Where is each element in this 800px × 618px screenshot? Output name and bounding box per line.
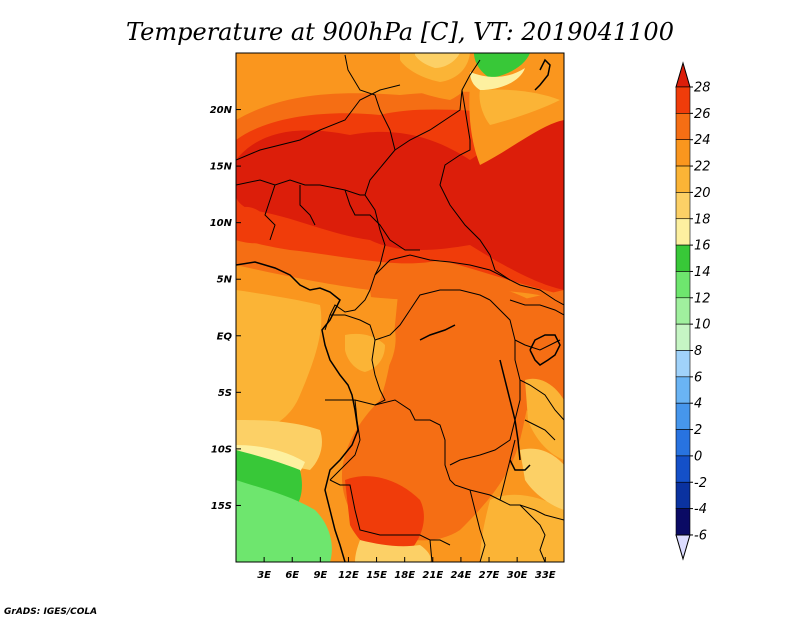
band-18-south xyxy=(355,540,431,562)
colorbar-swatch xyxy=(675,455,691,483)
country-borders xyxy=(236,54,564,562)
colorbar-swatch xyxy=(675,139,691,167)
colorbar-label: 20 xyxy=(694,186,711,201)
colorbar-label: 14 xyxy=(694,265,711,280)
colorbar-swatch xyxy=(675,297,691,325)
colorbar-label: 0 xyxy=(694,449,702,464)
colorbar-label: 12 xyxy=(694,291,711,306)
x-tick-label: 21E xyxy=(422,570,443,581)
colorbar-swatch xyxy=(675,323,691,351)
colorbar-label: -6 xyxy=(694,528,707,543)
colorbar-swatch xyxy=(675,481,691,509)
y-tick-label: 5N xyxy=(217,275,233,286)
x-axis: 3E 6E 9E 12E 15E 18E 21E 24E 27E 30E 33E xyxy=(257,557,556,581)
colorbar-swatch xyxy=(675,350,691,378)
colorbar-swatch xyxy=(675,244,691,272)
y-tick-label: 15N xyxy=(210,162,233,173)
colorbar-label: 8 xyxy=(694,344,702,359)
y-tick-label: 5S xyxy=(218,388,232,399)
colorbar-label: 22 xyxy=(694,160,711,175)
map-title: Temperature at 900hPa [C], VT: 201904110… xyxy=(126,18,674,46)
colorbar-label: 28 xyxy=(694,81,711,96)
colorbar-swatch xyxy=(675,192,691,220)
colorbar-swatch xyxy=(675,218,691,246)
y-tick-label: 20N xyxy=(210,105,233,116)
band-14-egypt xyxy=(474,53,530,78)
colorbar-label: 4 xyxy=(694,397,702,412)
x-tick-label: 18E xyxy=(394,570,415,581)
map-frame xyxy=(235,52,565,563)
band-20-northeast xyxy=(479,89,560,125)
colorbar-swatch xyxy=(675,165,691,193)
y-tick-label: 10S xyxy=(211,444,232,455)
colorbar-label: -4 xyxy=(694,502,707,517)
colorbar-label: 16 xyxy=(694,239,711,254)
x-tick-label: 24E xyxy=(451,570,472,581)
band-18-southeast xyxy=(520,448,564,510)
colorbar-swatch xyxy=(675,376,691,404)
colorbar-min-arrow xyxy=(675,534,691,561)
colorbar-swatch xyxy=(675,271,691,299)
grads-credit: GrADS: IGES/COLA xyxy=(4,607,97,617)
colorbar-max-arrow xyxy=(675,61,691,88)
band-26-angola xyxy=(345,476,424,560)
colorbar-swatch xyxy=(675,113,691,140)
y-tick-label: 15S xyxy=(211,501,232,512)
x-tick-label: 33E xyxy=(535,570,556,581)
band-18-sahara xyxy=(415,53,460,68)
colorbar-label: 26 xyxy=(694,107,711,122)
x-tick-label: 15E xyxy=(366,570,387,581)
colorbar-swatch xyxy=(675,429,691,457)
colorbar-swatch xyxy=(675,508,691,536)
x-tick-label: 12E xyxy=(338,570,359,581)
band-24-central xyxy=(341,278,535,541)
band-12-namibia xyxy=(236,480,332,562)
colorbar-label: 10 xyxy=(694,318,711,333)
band-20-coastal xyxy=(236,290,322,440)
band-28-sahel xyxy=(236,95,564,290)
x-tick-label: 27E xyxy=(479,570,500,581)
y-tick-label: 10N xyxy=(210,218,233,229)
y-tick-label: EQ xyxy=(217,331,233,342)
band-26-west xyxy=(236,206,280,244)
y-axis: 20N 15N 10N 5N EQ 5S 10S 15S xyxy=(210,105,241,512)
x-tick-label: 6E xyxy=(285,570,299,581)
coastline-highlights xyxy=(236,58,561,562)
colorbar-swatch xyxy=(675,86,691,114)
colorbar-label: 18 xyxy=(694,212,711,227)
temperature-field xyxy=(236,53,564,562)
band-16-egypt xyxy=(470,68,525,90)
band-20-southeast xyxy=(480,494,564,562)
colorbar-label: -2 xyxy=(694,476,707,491)
band-20-congo-interior xyxy=(345,333,385,372)
x-tick-label: 30E xyxy=(507,570,528,581)
x-tick-label: 3E xyxy=(257,570,271,581)
colorbar-label: 2 xyxy=(694,423,702,438)
x-tick-label: 9E xyxy=(313,570,327,581)
colorbar-label: 24 xyxy=(694,133,711,148)
colorbar-swatch xyxy=(675,402,691,430)
colorbar-label: 6 xyxy=(694,370,702,385)
